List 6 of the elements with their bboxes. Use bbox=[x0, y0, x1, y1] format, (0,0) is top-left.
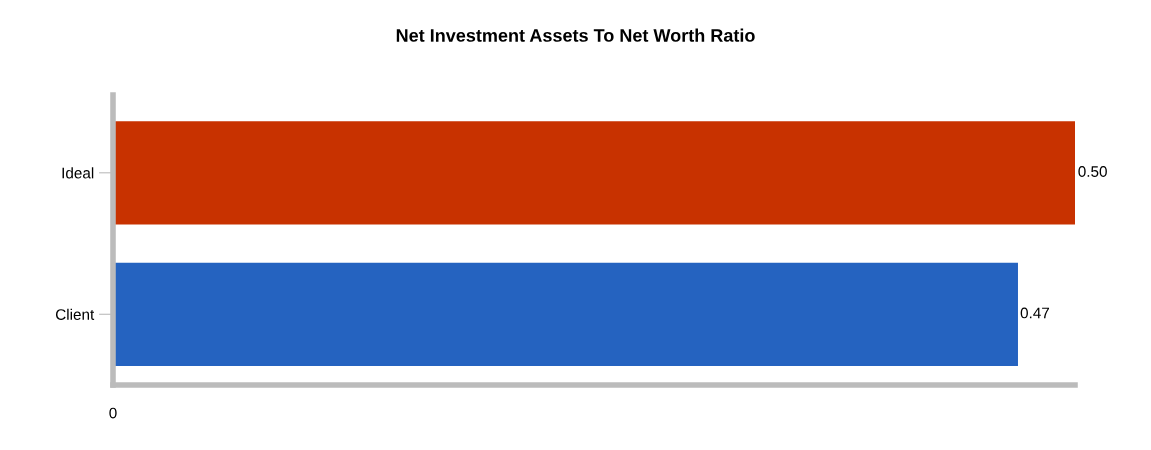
chart-title: Net Investment Assets To Net Worth Ratio bbox=[396, 28, 755, 42]
data-label: 0.50 bbox=[1078, 166, 1107, 177]
text: 0 bbox=[109, 407, 117, 419]
y-tick-label: Client bbox=[55, 308, 95, 320]
data-label: 0.47 bbox=[1020, 307, 1050, 319]
y-tick-label: Ideal bbox=[62, 167, 94, 179]
